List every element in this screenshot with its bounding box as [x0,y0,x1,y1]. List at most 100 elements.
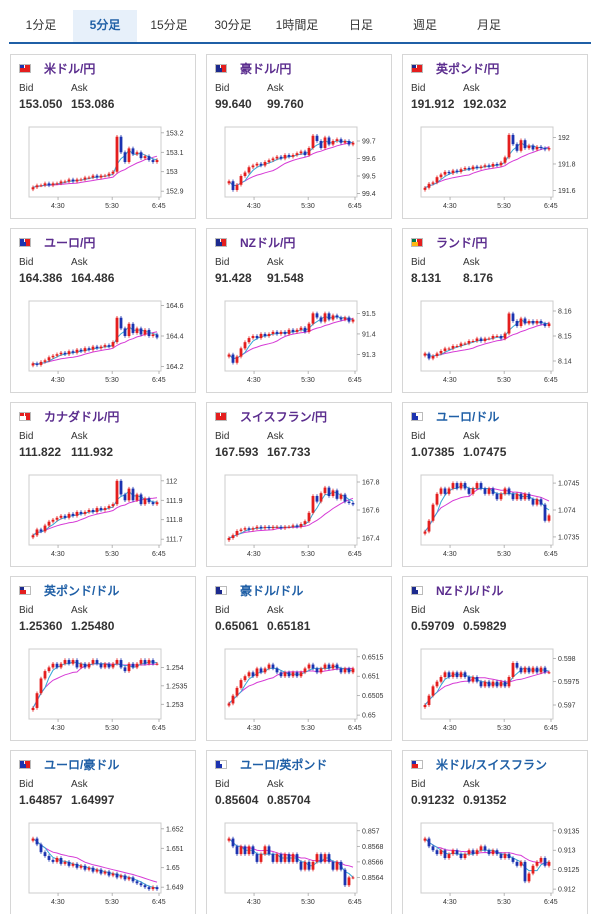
price-chart[interactable]: 153.2 153.1 153 152.9 4:30 5:30 6:45 [18,123,192,215]
tab-4[interactable]: 1時間足 [275,18,319,32]
bid-value: 0.65061 [215,619,259,633]
pair-title[interactable]: ユーロ/英ポンド [215,757,328,772]
tab-3[interactable]: 30分足 [214,18,252,32]
pair-name[interactable]: 豪ドル/円 [240,61,292,76]
pair-name[interactable]: ユーロ/円 [44,235,96,250]
pair-name[interactable]: 豪ドル/ドル [240,583,304,598]
price-chart[interactable]: 112 111.9 111.8 111.7 4:30 5:30 6:45 [18,471,192,563]
price-chart[interactable]: 164.6 164.4 164.2 4:30 5:30 6:45 [18,297,192,389]
price-chart[interactable]: 0.598 0.5975 0.597 4:30 5:30 6:45 [410,645,584,737]
pair-title[interactable]: 英ポンド/ドル [19,583,120,598]
currency-card[interactable]: スイスフラン/円 Bid Ask 167.593 167.733 167.8 167.6 16… [206,402,392,567]
currency-card[interactable]: 米ドル/スイスフラン Bid Ask 0.91232 0.91352 0.9135 0.91… [402,750,588,914]
currency-card[interactable]: ユーロ/英ポンド Bid Ask 0.85604 0.85704 0.857 0.8568 0… [206,750,392,914]
tab-6[interactable]: 週足 [412,18,437,32]
candle-body [343,869,347,886]
pair-title[interactable]: 米ドル/円 [19,61,96,76]
pair-name[interactable]: ユーロ/豪ドル [44,757,120,772]
y-tick-label: 153.1 [166,150,184,157]
price-chart[interactable]: 0.6515 0.651 0.6505 0.65 4:30 5:30 6:45 [214,645,388,737]
currency-card[interactable]: カナダドル/円 Bid Ask 111.822 111.932 112 111.9 111.8… [10,402,196,567]
candle-body [243,172,247,176]
candle-body [287,155,291,157]
candle-body [495,163,499,166]
pair-name[interactable]: カナダドル/円 [44,409,120,424]
currency-card[interactable]: 英ポンド/ドル Bid Ask 1.25360 1.25480 1.254 1.2535 1.… [10,576,196,741]
candle-body [319,493,323,502]
candle-body [83,177,87,180]
pair-name[interactable]: ユーロ/英ポンド [240,757,328,772]
pair-name[interactable]: スイスフラン/円 [240,409,327,424]
price-chart[interactable]: 0.857 0.8568 0.8566 0.8564 4:30 5:30 6:45 [214,819,388,911]
candle-body [315,668,319,673]
candle-body [299,672,303,677]
candle-body [295,854,299,862]
tab-7[interactable]: 月足 [476,18,501,32]
tab-0[interactable]: 1分足 [25,18,57,32]
price-chart[interactable]: 192 191.8 191.6 4:30 5:30 6:45 [410,123,584,215]
candle-body [443,672,447,677]
pair-name[interactable]: 英ポンド/円 [436,61,500,76]
pair-title[interactable]: 豪ドル/円 [215,61,292,76]
pair-name[interactable]: ユーロ/ドル [436,409,500,424]
currency-card[interactable]: ユーロ/ドル Bid Ask 1.07385 1.07475 1.0745 1.074 1.0… [402,402,588,567]
candle-body [507,854,511,858]
y-tick-label: 8.15 [558,334,572,341]
candle-body [95,175,99,178]
price-chart[interactable]: 91.5 91.4 91.3 4:30 5:30 6:45 [214,297,388,389]
x-tick-label: 4:30 [443,899,457,906]
pair-name[interactable]: 米ドル/スイスフラン [436,757,547,772]
pair-name[interactable]: NZドル/ドル [436,583,504,598]
candle-body [275,331,279,334]
pair-title[interactable]: NZドル/ドル [411,583,504,598]
currency-card[interactable]: 豪ドル/ドル Bid Ask 0.65061 0.65181 0.6515 0.651 0.6… [206,576,392,741]
y-tick-label: 111.7 [166,537,183,544]
price-chart[interactable]: 0.9135 0.913 0.9125 0.912 4:30 5:30 6:45 [410,819,584,911]
pair-title[interactable]: 米ドル/スイスフラン [411,757,547,772]
pair-name[interactable]: NZドル/円 [240,235,296,250]
ask-label: Ask [71,83,88,94]
candle-body [471,488,475,494]
candle-body [131,323,135,333]
candle-body [423,838,427,841]
tab-5[interactable]: 日足 [348,18,373,32]
pair-name[interactable]: 米ドル/円 [44,61,96,76]
price-chart[interactable]: 99.7 99.6 99.5 99.4 4:30 5:30 6:45 [214,123,388,215]
candle-body [479,681,483,687]
pair-name[interactable]: 英ポンド/ドル [44,583,120,598]
currency-card[interactable]: NZドル/円 Bid Ask 91.428 91.548 91.5 91.4 91.3 4:30… [206,228,392,393]
tab-1[interactable]: 5分足 [73,10,137,42]
pair-title[interactable]: NZドル/円 [215,235,296,250]
bid-label: Bid [411,779,426,790]
pair-title[interactable]: スイスフラン/円 [215,409,327,424]
pair-title[interactable]: ユーロ/豪ドル [19,757,120,772]
us-jp-flag-icon [19,63,31,73]
currency-card[interactable]: ユーロ/円 Bid Ask 164.386 164.486 164.6 164.4 164.2… [10,228,196,393]
currency-card[interactable]: ユーロ/豪ドル Bid Ask 1.64857 1.64997 1.652 1.651 1.6… [10,750,196,914]
price-chart[interactable]: 1.652 1.651 1.65 1.649 4:30 5:30 6:45 [18,819,192,911]
price-chart[interactable]: 167.8 167.6 167.4 4:30 5:30 6:45 [214,471,388,563]
pair-title[interactable]: ユーロ/ドル [411,409,500,424]
candle-body [155,334,159,338]
candle-body [327,854,331,862]
currency-card[interactable]: ランド/円 Bid Ask 8.131 8.176 8.16 8.15 8.14 4:30 5:3… [402,228,588,393]
candle-body [91,175,95,178]
pair-title[interactable]: ユーロ/円 [19,235,96,250]
pair-title[interactable]: カナダドル/円 [19,409,120,424]
candle-body [523,318,527,324]
price-chart[interactable]: 1.0745 1.074 1.0735 4:30 5:30 6:45 [410,471,584,563]
currency-card[interactable]: 米ドル/円 Bid Ask 153.050 153.086 153.2 153.1 153 15… [10,54,196,219]
currency-card[interactable]: 英ポンド/円 Bid Ask 191.912 192.032 192 191.8 191.6 4… [402,54,588,219]
pair-title[interactable]: 豪ドル/ドル [215,583,304,598]
tab-2[interactable]: 15分足 [150,18,188,32]
pair-title[interactable]: ランド/円 [411,235,488,250]
candle-body [59,352,63,355]
price-chart[interactable]: 1.254 1.2535 1.253 4:30 5:30 6:45 [18,645,192,737]
currency-card[interactable]: 豪ドル/円 Bid Ask 99.640 99.760 99.7 99.6 99.5 99.4 4… [206,54,392,219]
price-chart[interactable]: 8.16 8.15 8.14 4:30 5:30 6:45 [410,297,584,389]
currency-card[interactable]: NZドル/ドル Bid Ask 0.59709 0.59829 0.598 0.5975 0.… [402,576,588,741]
pair-name[interactable]: ランド/円 [436,235,488,250]
slow-moving-average-line [424,322,550,357]
pair-title[interactable]: 英ポンド/円 [411,61,500,76]
candle-body [447,854,451,858]
